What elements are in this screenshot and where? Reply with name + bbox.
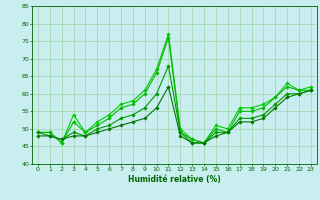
- X-axis label: Humidité relative (%): Humidité relative (%): [128, 175, 221, 184]
